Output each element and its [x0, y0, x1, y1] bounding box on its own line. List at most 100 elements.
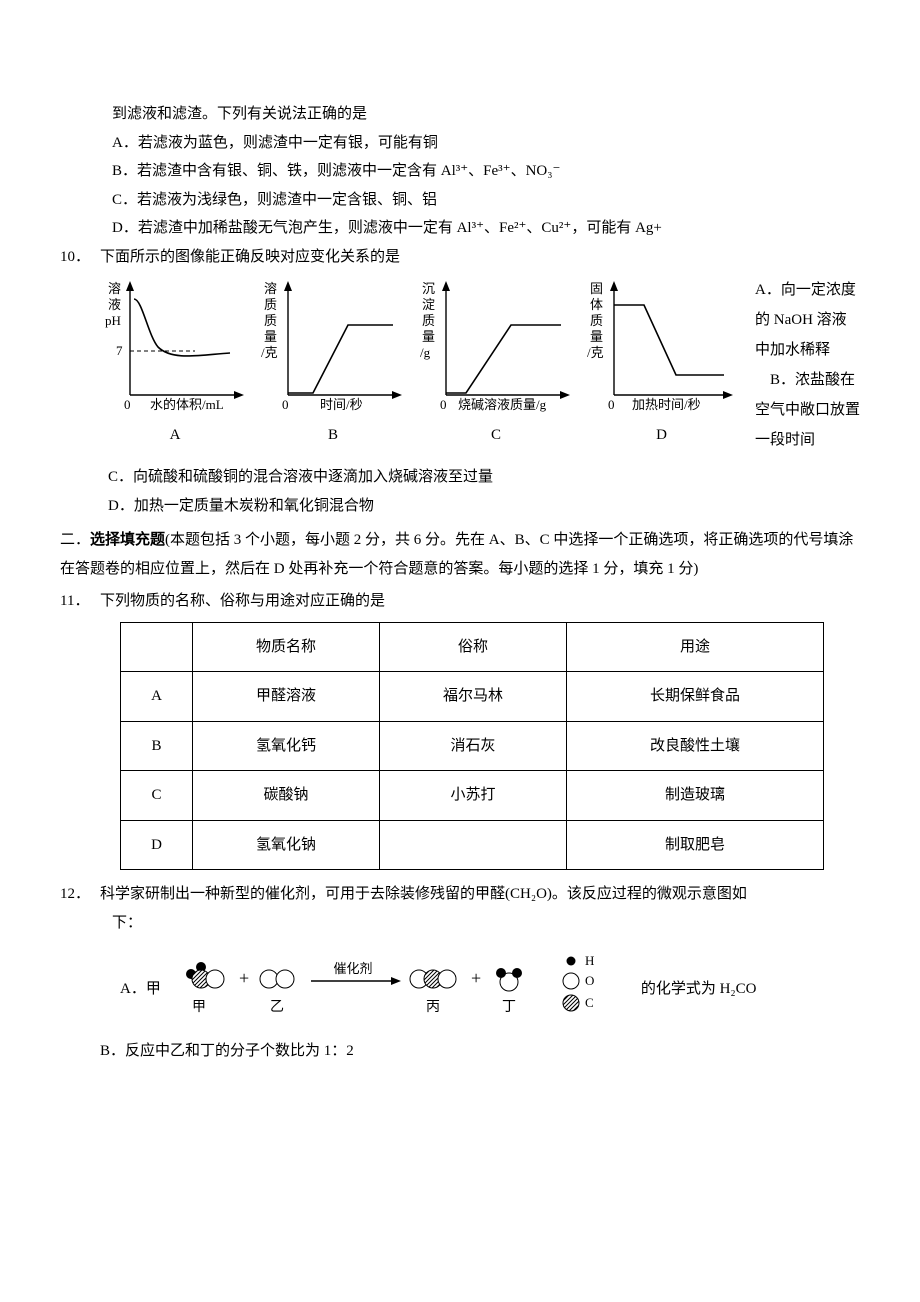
q9-opt-c: C．若滤液为浅绿色，则滤渣中一定含银、铜、铝 [60, 186, 860, 215]
chart-c-svg: 沉 淀 质 量 /g 0 烧碱溶液质量/g [416, 275, 576, 415]
svg-text:量: 量 [590, 329, 603, 344]
label-bing: 丙 [426, 1000, 440, 1015]
table-row: C 碳酸钠 小苏打 制造玻璃 [121, 771, 824, 821]
svg-text:溶: 溶 [264, 281, 277, 296]
chart-a-ylab1: 溶 [108, 281, 121, 296]
chart-a-tag: A [170, 421, 181, 450]
catalyst-label: 催化剂 [333, 961, 372, 976]
svg-text:质: 质 [590, 313, 603, 328]
svg-text:质: 质 [422, 313, 435, 328]
section2-desc: (本题包括 3 个小题，每小题 2 分，共 6 分。先在 A、B、C 中选择一个… [60, 532, 853, 577]
section2-title: 选择填充题 [90, 532, 165, 548]
legend-h: H [585, 953, 594, 968]
q12-stem-a: 科学家研制出一种新型的催化剂，可用于去除装修残留的甲醛 [100, 886, 505, 902]
q10-right-options: A．向一定浓度的 NaOH 溶液中加水稀释 B．浓盐酸在空气中敞口放置一段时间 [749, 275, 860, 455]
table-row: B 氢氧化钙 消石灰 改良酸性土壤 [121, 721, 824, 771]
molecule-bing [410, 970, 456, 988]
cell: 长期保鲜食品 [567, 672, 824, 722]
q12-stem-c: 下： [60, 909, 860, 938]
cell: A [121, 672, 193, 722]
q10-charts-and-options: 溶 液 pH 7 0 水的体积/mL A 溶 质 质 量 / [100, 275, 860, 455]
q11-table: 物质名称 俗称 用途 A 甲醛溶液 福尔马林 长期保鲜食品 B 氢氧化钙 消石灰… [120, 622, 824, 871]
legend: H O C [563, 953, 594, 1011]
svg-text:质: 质 [264, 297, 277, 312]
q12-stem-b: 。该反应过程的微观示意图如 [552, 886, 747, 902]
q12-opt-a-suffix: 的化学式为 H₂CO [641, 975, 757, 1004]
chart-a-ylab2: 液 [108, 297, 121, 312]
chart-d-xlab: 加热时间/秒 [632, 397, 701, 412]
cell: 小苏打 [380, 771, 567, 821]
section2-num: 二． [60, 532, 90, 548]
cell: C [121, 771, 193, 821]
q9-opt-b: B．若滤渣中含有银、铜、铁，则滤液中一定含有 Al³⁺、Fe³⁺、NO₃⁻ [60, 157, 860, 186]
q9-tail: 到滤液和滤渣。下列有关说法正确的是 [60, 100, 860, 129]
chart-c: 沉 淀 质 量 /g 0 烧碱溶液质量/g C [416, 275, 576, 450]
q11-h2: 俗称 [380, 622, 567, 672]
molecule-yi [260, 970, 294, 988]
cell: 氢氧化钙 [193, 721, 380, 771]
label-ding: 丁 [502, 1000, 516, 1015]
chart-a-ytick: 7 [116, 343, 123, 358]
cell [380, 820, 567, 870]
q9-opt-a: A．若滤液为蓝色，则滤渣中一定有银，可能有铜 [60, 129, 860, 158]
svg-text:/g: /g [420, 345, 431, 360]
q10: 10． 下面所示的图像能正确反映对应变化关系的是 [60, 243, 860, 272]
q10-opt-a: A．向一定浓度的 NaOH 溶液中加水稀释 [755, 275, 860, 365]
svg-text:固: 固 [590, 281, 603, 296]
cell: D [121, 820, 193, 870]
svg-text:0: 0 [440, 397, 447, 412]
chart-c-xlab: 烧碱溶液质量/g [458, 397, 547, 412]
q11-h1: 物质名称 [193, 622, 380, 672]
chart-d-tag: D [656, 421, 667, 450]
legend-c: C [585, 995, 594, 1010]
cell: 改良酸性土壤 [567, 721, 824, 771]
svg-text:沉: 沉 [422, 281, 435, 296]
q12-opt-a-prefix: A．甲 [120, 975, 161, 1004]
reaction-svg: 甲 + 乙 催化剂 丙 + 丁 H [171, 949, 631, 1029]
q10-charts: 溶 液 pH 7 0 水的体积/mL A 溶 质 质 量 / [100, 275, 739, 450]
svg-text:/克: /克 [261, 345, 278, 360]
plus-2: + [471, 968, 481, 988]
q11: 11． 下列物质的名称、俗称与用途对应正确的是 [60, 587, 860, 616]
svg-text:质: 质 [264, 313, 277, 328]
q10-number: 10． [60, 243, 100, 272]
cell: 福尔马林 [380, 672, 567, 722]
svg-text:量: 量 [264, 329, 277, 344]
q10-opt-c: C．向硫酸和硫酸铜的混合溶液中逐滴加入烧碱溶液至过量 [60, 463, 860, 492]
cell: 制取肥皂 [567, 820, 824, 870]
cell: 碳酸钠 [193, 771, 380, 821]
label-jia: 甲 [192, 1000, 206, 1015]
cell: B [121, 721, 193, 771]
chart-c-tag: C [491, 421, 501, 450]
table-row: A 甲醛溶液 福尔马林 长期保鲜食品 [121, 672, 824, 722]
q12-opt-b: B．反应中乙和丁的分子个数比为 1：2 [60, 1037, 860, 1066]
svg-text:0: 0 [608, 397, 615, 412]
q12-stem: 科学家研制出一种新型的催化剂，可用于去除装修残留的甲醛(CH₂O)。该反应过程的… [100, 880, 860, 909]
q11-header-row: 物质名称 俗称 用途 [121, 622, 824, 672]
molecule-ding [496, 968, 522, 991]
svg-text:/克: /克 [587, 345, 604, 360]
plus-1: + [239, 968, 249, 988]
q12: 12． 科学家研制出一种新型的催化剂，可用于去除装修残留的甲醛(CH₂O)。该反… [60, 880, 860, 909]
cell: 制造玻璃 [567, 771, 824, 821]
svg-text:体: 体 [590, 297, 603, 312]
q11-number: 11． [60, 587, 100, 616]
q12-diagram: A．甲 甲 + 乙 催化剂 [120, 949, 860, 1029]
q10-opt-b: B．浓盐酸在空气中敞口放置一段时间 [755, 365, 860, 455]
q10-opt-d: D．加热一定质量木炭粉和氧化铜混合物 [60, 492, 860, 521]
chart-a-origin: 0 [124, 397, 131, 412]
q11-h3: 用途 [567, 622, 824, 672]
chart-a: 溶 液 pH 7 0 水的体积/mL A [100, 275, 250, 450]
svg-text:淀: 淀 [422, 297, 435, 312]
svg-text:0: 0 [282, 397, 289, 412]
chart-b-xlab: 时间/秒 [320, 397, 363, 412]
chart-a-xlab: 水的体积/mL [150, 397, 224, 412]
cell: 消石灰 [380, 721, 567, 771]
chart-b-svg: 溶 质 质 量 /克 0 时间/秒 [258, 275, 408, 415]
cell: 氢氧化钠 [193, 820, 380, 870]
section2-heading: 二．选择填充题(本题包括 3 个小题，每小题 2 分，共 6 分。先在 A、B、… [60, 526, 860, 583]
legend-o: O [585, 973, 594, 988]
q10-stem: 下面所示的图像能正确反映对应变化关系的是 [100, 243, 860, 272]
chart-a-ylab3: pH [105, 313, 121, 328]
chart-b: 溶 质 质 量 /克 0 时间/秒 B [258, 275, 408, 450]
